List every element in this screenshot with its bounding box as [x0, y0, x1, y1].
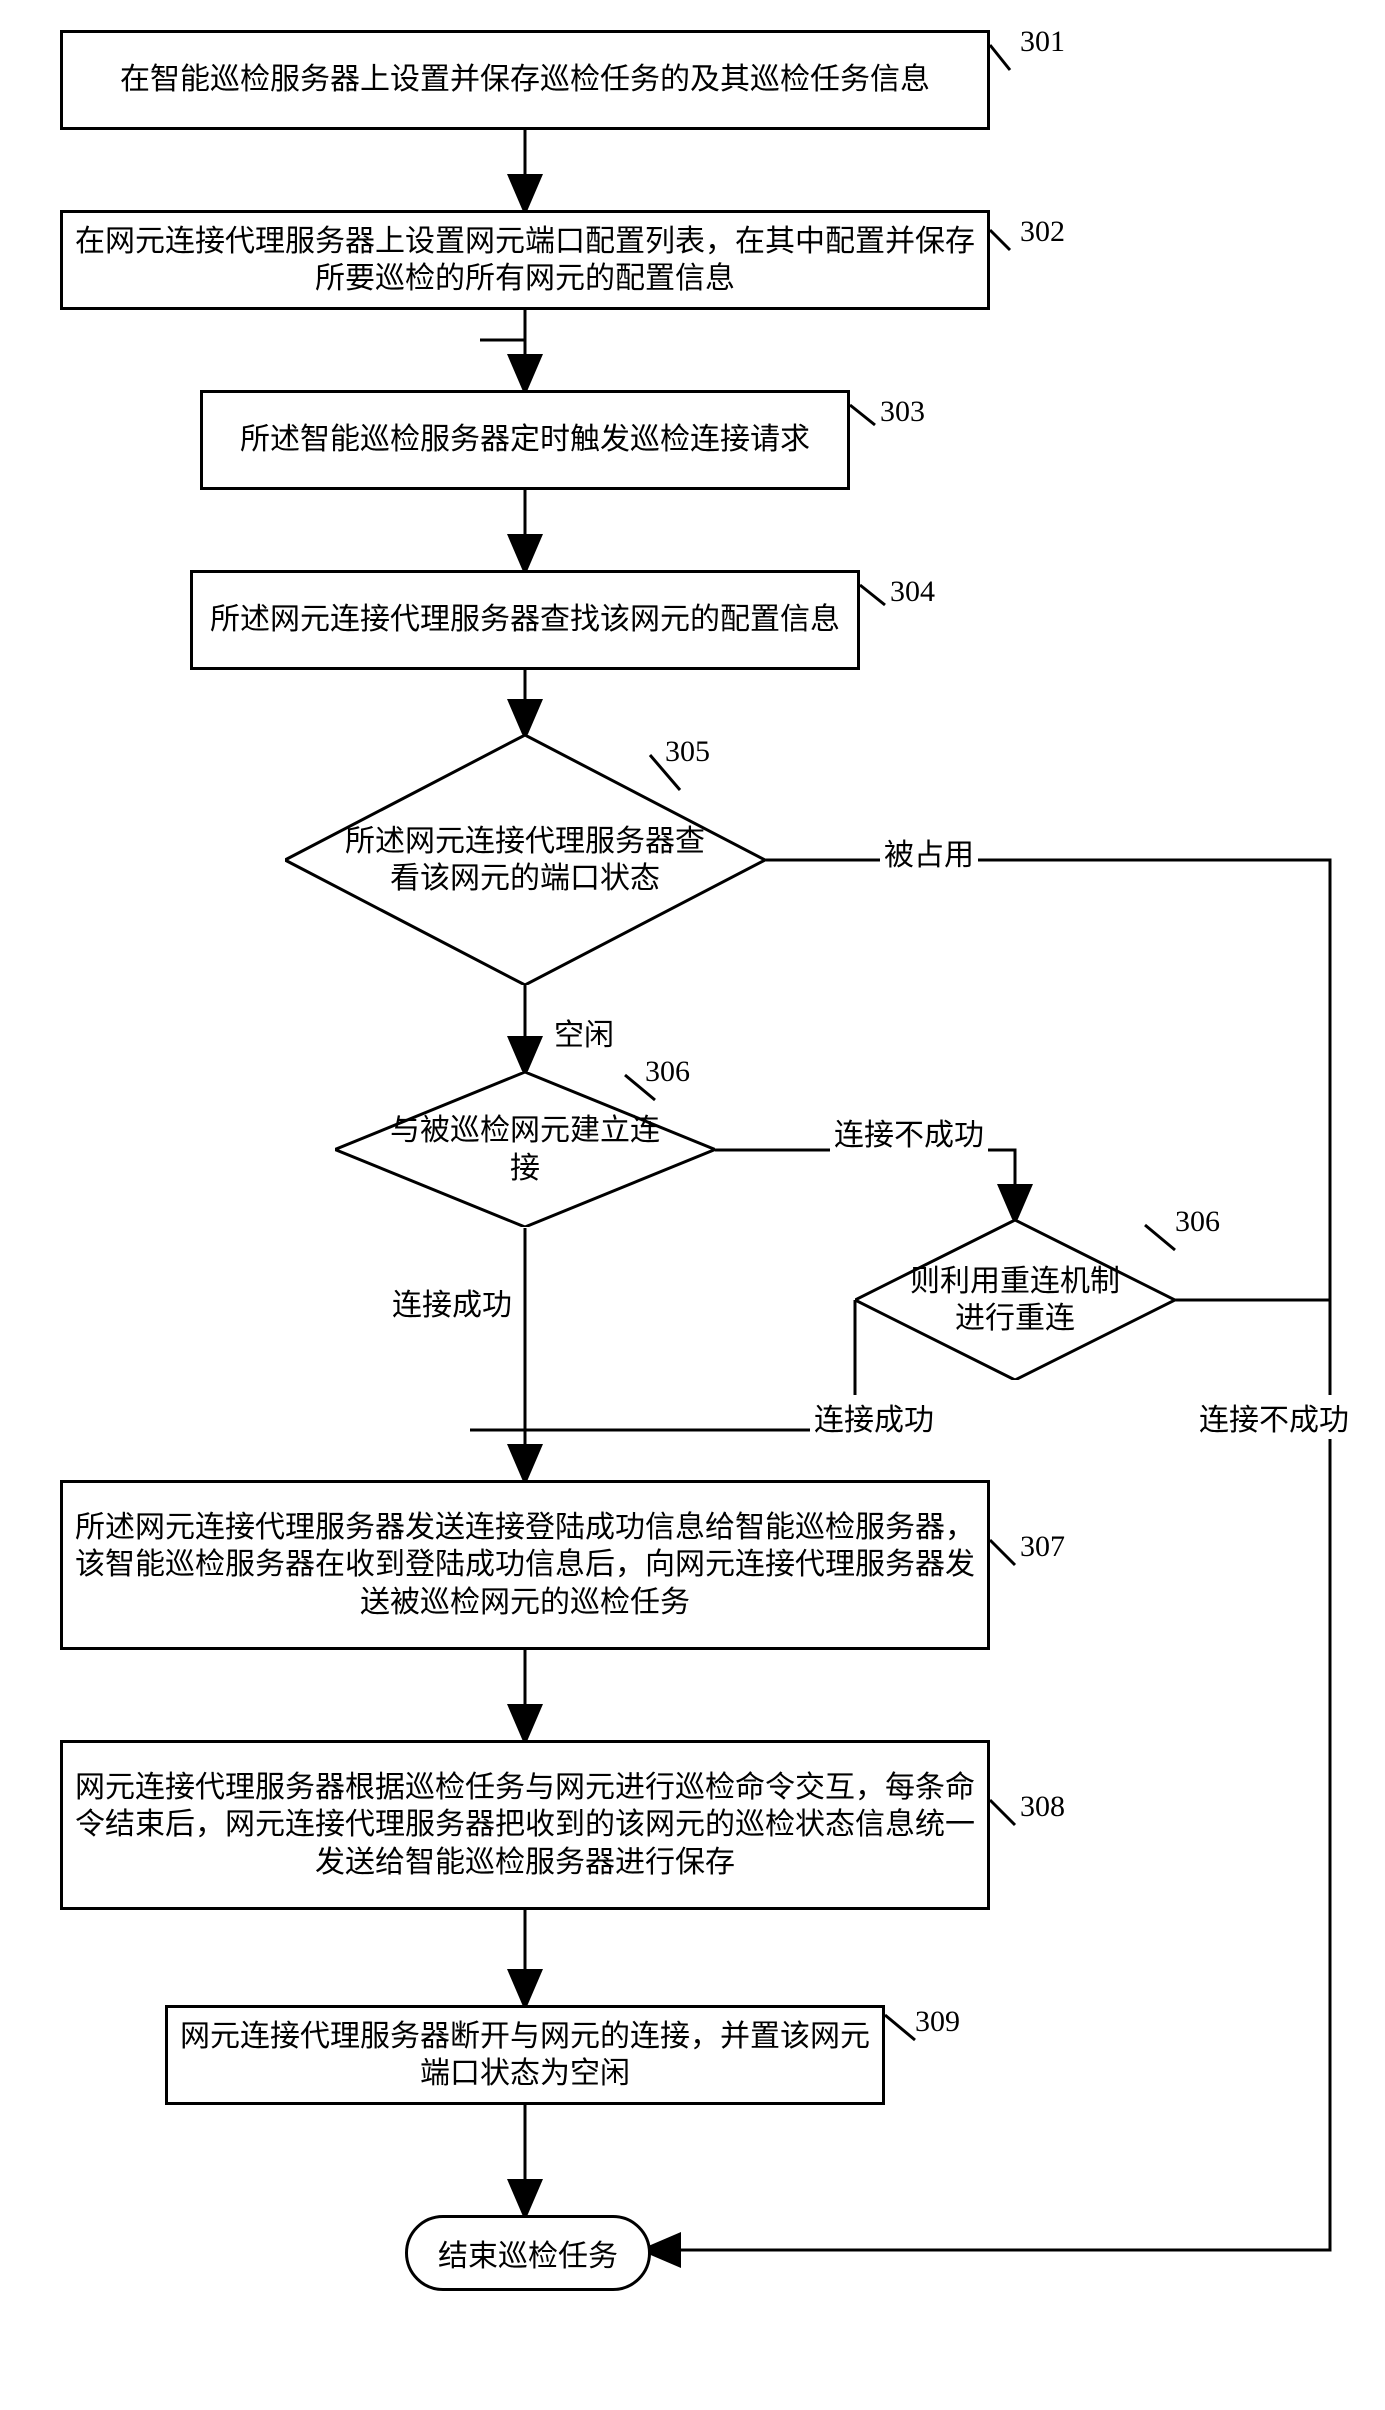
step-301-label: 301 — [1020, 25, 1065, 59]
terminator-end: 结束巡检任务 — [405, 2215, 651, 2291]
step-304-text: 所述网元连接代理服务器查找该网元的配置信息 — [210, 601, 840, 639]
step-309-label: 309 — [915, 2005, 960, 2039]
step-304-label: 304 — [890, 575, 935, 609]
step-302: 在网元连接代理服务器上设置网元端口配置列表，在其中配置并保存所要巡检的所有网元的… — [60, 210, 990, 310]
step-309-text: 网元连接代理服务器断开与网元的连接，并置该网元端口状态为空闲 — [180, 2018, 870, 2093]
step-307: 所述网元连接代理服务器发送连接登陆成功信息给智能巡检服务器，该智能巡检服务器在收… — [60, 1480, 990, 1650]
edge-label-conn-ok-1: 连接成功 — [388, 1280, 516, 1324]
edge-label-conn-fail-2: 连接不成功 — [1195, 1395, 1353, 1439]
step-302-label: 302 — [1020, 215, 1065, 249]
decision-306b-text: 则利用重连机制进行重连 — [855, 1220, 1175, 1380]
step-301-text: 在智能巡检服务器上设置并保存巡检任务的及其巡检任务信息 — [120, 61, 930, 99]
edge-label-occupied: 被占用 — [880, 830, 978, 874]
step-307-label: 307 — [1020, 1530, 1065, 1564]
step-308-label: 308 — [1020, 1790, 1065, 1824]
decision-305-label: 305 — [665, 735, 710, 769]
step-309: 网元连接代理服务器断开与网元的连接，并置该网元端口状态为空闲 — [165, 2005, 885, 2105]
step-303-label: 303 — [880, 395, 925, 429]
step-301: 在智能巡检服务器上设置并保存巡检任务的及其巡检任务信息 — [60, 30, 990, 130]
step-303-text: 所述智能巡检服务器定时触发巡检连接请求 — [240, 421, 810, 459]
decision-305-text: 所述网元连接代理服务器查看该网元的端口状态 — [285, 735, 765, 985]
step-302-text: 在网元连接代理服务器上设置网元端口配置列表，在其中配置并保存所要巡检的所有网元的… — [75, 223, 975, 298]
edge-label-idle: 空闲 — [550, 1010, 618, 1054]
decision-306a-label: 306 — [645, 1055, 690, 1089]
edge-label-conn-ok-2: 连接成功 — [810, 1395, 938, 1439]
edge-label-conn-fail-1: 连接不成功 — [830, 1110, 988, 1154]
flowchart-canvas: 在智能巡检服务器上设置并保存巡检任务的及其巡检任务信息 301 在网元连接代理服… — [0, 0, 1385, 2410]
step-304: 所述网元连接代理服务器查找该网元的配置信息 — [190, 570, 860, 670]
step-308: 网元连接代理服务器根据巡检任务与网元进行巡检命令交互，每条命令结束后，网元连接代… — [60, 1740, 990, 1910]
decision-306b-label: 306 — [1175, 1205, 1220, 1239]
step-308-text: 网元连接代理服务器根据巡检任务与网元进行巡检命令交互，每条命令结束后，网元连接代… — [75, 1769, 975, 1882]
step-307-text: 所述网元连接代理服务器发送连接登陆成功信息给智能巡检服务器，该智能巡检服务器在收… — [75, 1509, 975, 1622]
decision-306b: 则利用重连机制进行重连 — [855, 1220, 1175, 1380]
decision-305: 所述网元连接代理服务器查看该网元的端口状态 — [285, 735, 765, 985]
terminator-end-text: 结束巡检任务 — [438, 2231, 618, 2275]
decision-306a-text: 与被巡检网元建立连接 — [335, 1072, 715, 1227]
decision-306a: 与被巡检网元建立连接 — [335, 1072, 715, 1227]
step-303: 所述智能巡检服务器定时触发巡检连接请求 — [200, 390, 850, 490]
